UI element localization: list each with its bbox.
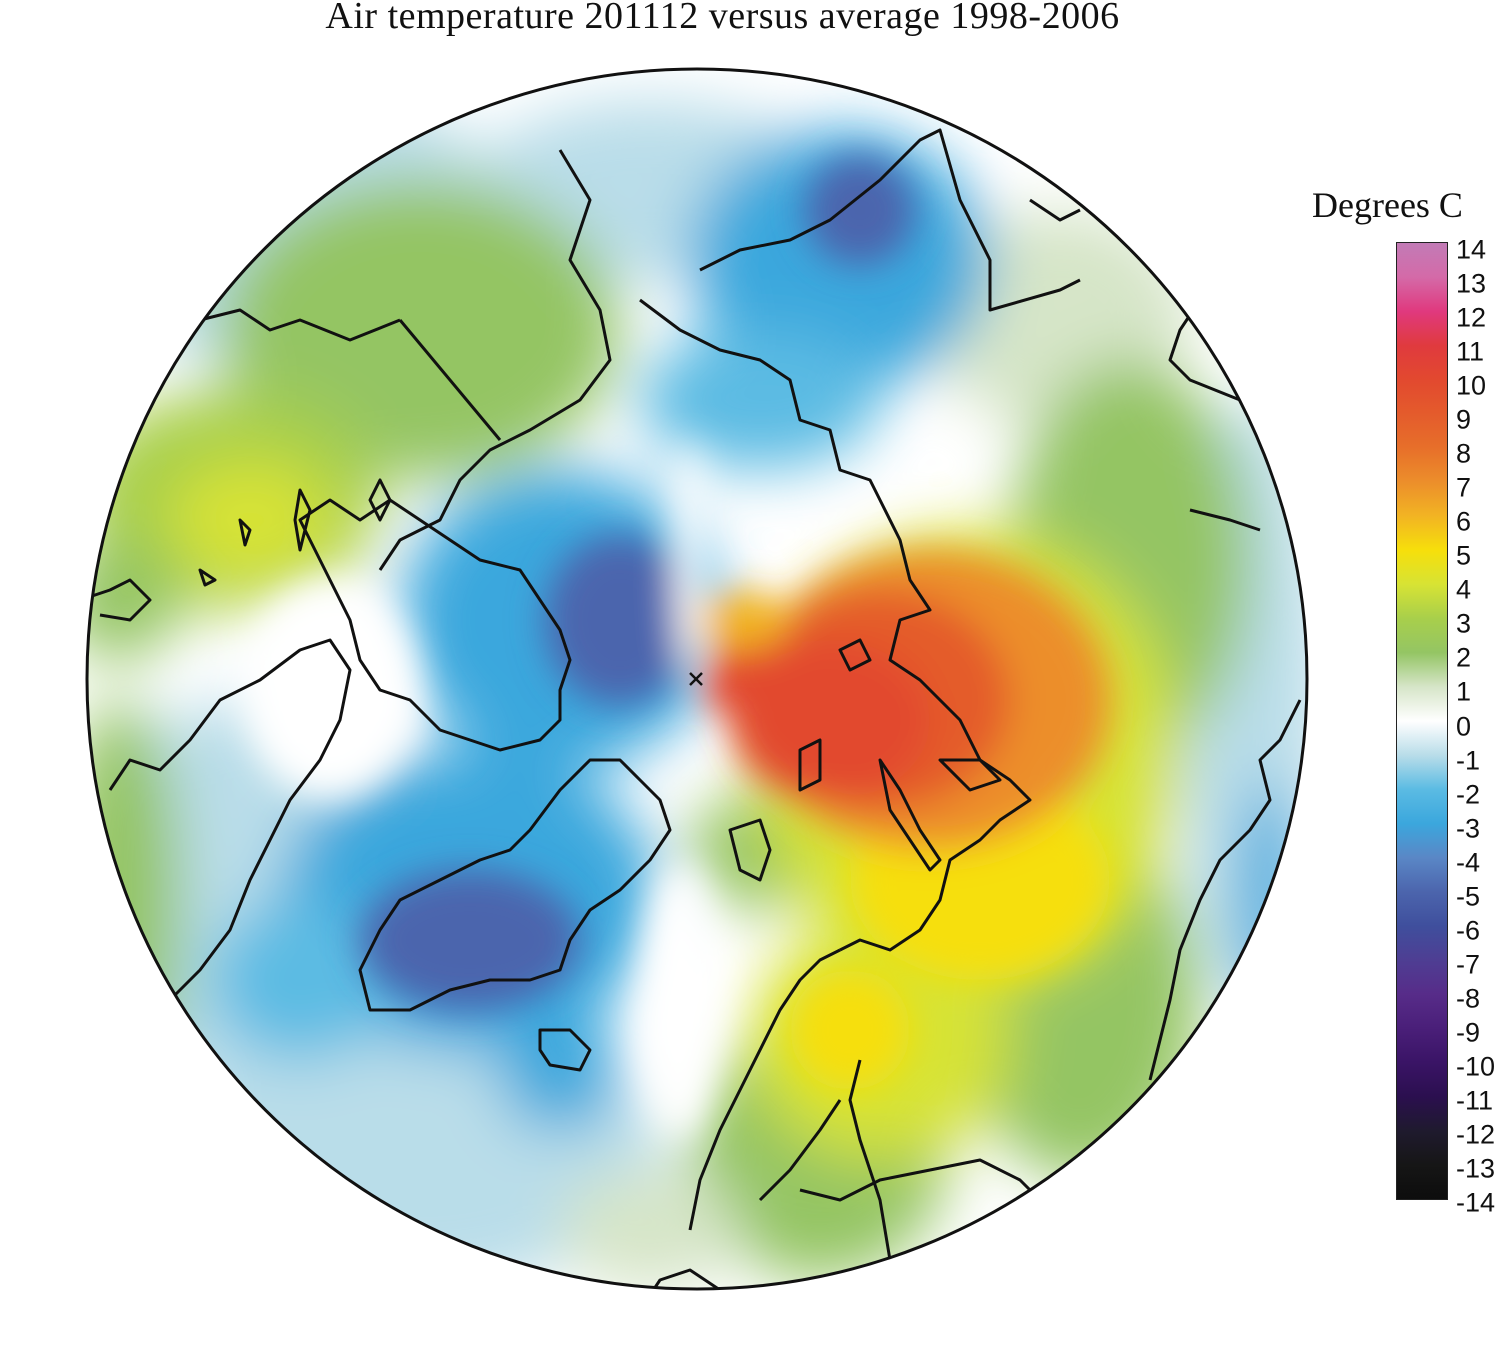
- colorbar-tick-label: 4: [1456, 574, 1472, 605]
- colorbar: [1396, 242, 1448, 1200]
- colorbar-tick-label: -4: [1456, 847, 1481, 878]
- colorbar-tick-label: -6: [1456, 915, 1481, 946]
- colorbar-tick-label: -2: [1456, 779, 1481, 810]
- colorbar-tick-label: 6: [1456, 506, 1472, 537]
- colorbar-tick-label: -1: [1456, 745, 1481, 776]
- colorbar-tick-label: 7: [1456, 472, 1472, 503]
- colorbar-tick-label: -12: [1456, 1119, 1496, 1150]
- colorbar-tick-label: 2: [1456, 642, 1472, 673]
- anomaly-field: [87, 69, 1307, 1289]
- legend-title: Degrees C: [1312, 185, 1463, 225]
- coastlines: [87, 128, 1302, 1289]
- map-boundary-circle: [85, 67, 1309, 1291]
- colorbar-tick-label: -14: [1456, 1187, 1496, 1218]
- map-title: Air temperature 201112 versus average 19…: [325, 0, 1120, 37]
- colorbar-tick-label: 9: [1456, 404, 1472, 435]
- colorbar-tick-label: 11: [1456, 336, 1485, 367]
- colorbar-tick-label: -10: [1456, 1051, 1496, 1082]
- colorbar-tick-label: 0: [1456, 711, 1472, 741]
- colorbar-tick-label: -13: [1456, 1153, 1496, 1184]
- colorbar-tick-label: -9: [1456, 1017, 1481, 1048]
- colorbar-tick-label: -3: [1456, 813, 1481, 844]
- colorbar-tick-label: -11: [1456, 1085, 1494, 1116]
- colorbar-tick-label: -5: [1456, 881, 1481, 912]
- colorbar-tick-label: -7: [1456, 949, 1481, 980]
- colorbar-tick-label: 10: [1456, 370, 1487, 401]
- colorbar-tick-label: 8: [1456, 438, 1472, 469]
- north-pole-marker: [689, 672, 703, 686]
- colorbar-tick-label: -8: [1456, 983, 1481, 1014]
- colorbar-tick-label: 14: [1456, 234, 1487, 265]
- colorbar-tick-label: 3: [1456, 608, 1472, 639]
- colorbar-tick-label: 5: [1456, 540, 1472, 571]
- colorbar-tick-label: 13: [1456, 268, 1487, 299]
- colorbar-tick-label: 12: [1456, 302, 1487, 333]
- colorbar-tick-label: 1: [1456, 676, 1472, 707]
